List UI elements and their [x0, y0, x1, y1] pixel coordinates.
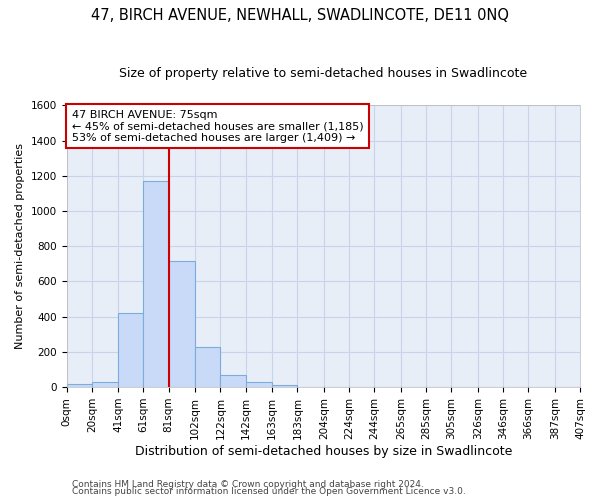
Y-axis label: Number of semi-detached properties: Number of semi-detached properties — [15, 143, 25, 349]
Bar — [67, 384, 92, 387]
Bar — [118, 313, 143, 387]
X-axis label: Distribution of semi-detached houses by size in Swadlincote: Distribution of semi-detached houses by … — [134, 444, 512, 458]
Bar — [195, 346, 220, 387]
Bar — [92, 382, 118, 387]
Bar — [245, 382, 272, 387]
Bar — [272, 386, 298, 387]
Text: 47, BIRCH AVENUE, NEWHALL, SWADLINCOTE, DE11 0NQ: 47, BIRCH AVENUE, NEWHALL, SWADLINCOTE, … — [91, 8, 509, 22]
Text: Contains public sector information licensed under the Open Government Licence v3: Contains public sector information licen… — [72, 488, 466, 496]
Text: 47 BIRCH AVENUE: 75sqm
← 45% of semi-detached houses are smaller (1,185)
53% of : 47 BIRCH AVENUE: 75sqm ← 45% of semi-det… — [71, 110, 363, 142]
Text: Contains HM Land Registry data © Crown copyright and database right 2024.: Contains HM Land Registry data © Crown c… — [72, 480, 424, 489]
Bar — [220, 375, 245, 387]
Title: Size of property relative to semi-detached houses in Swadlincote: Size of property relative to semi-detach… — [119, 68, 527, 80]
Bar — [169, 261, 195, 387]
Bar — [143, 181, 169, 387]
